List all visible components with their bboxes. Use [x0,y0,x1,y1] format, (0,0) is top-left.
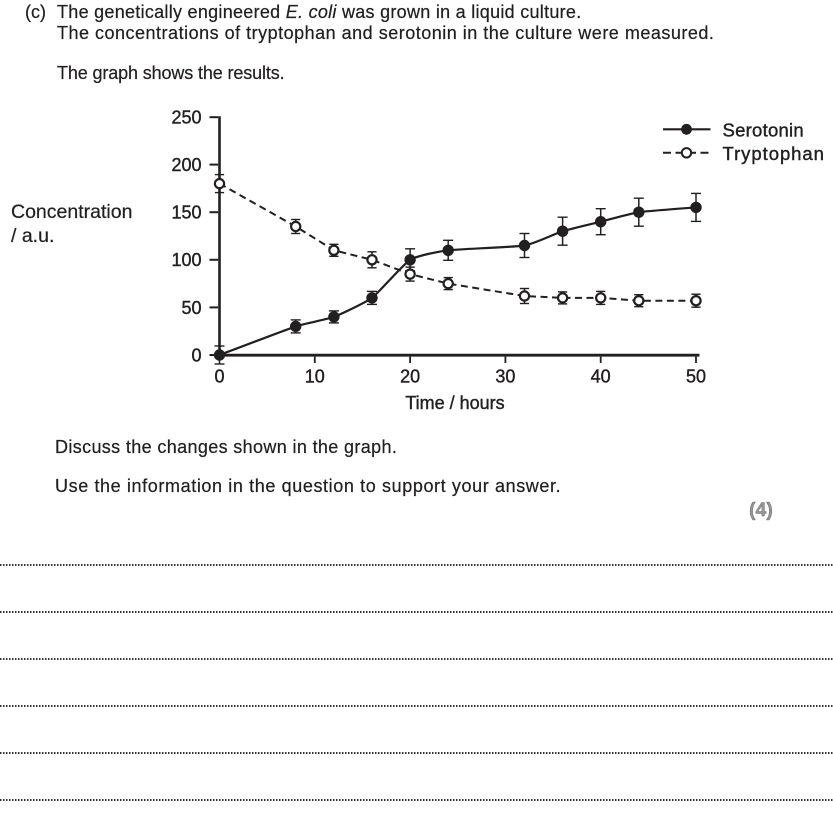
svg-text:Tryptophan: Tryptophan [723,143,825,164]
svg-text:0: 0 [191,345,201,365]
svg-text:50: 50 [686,367,706,387]
svg-text:30: 30 [495,367,515,387]
svg-text:20: 20 [400,367,420,387]
svg-text:Serotonin: Serotonin [723,119,804,140]
svg-text:10: 10 [305,367,325,387]
svg-text:Time / hours: Time / hours [405,393,504,413]
svg-text:0: 0 [214,367,224,387]
svg-text:150: 150 [171,203,201,223]
svg-text:40: 40 [591,367,611,387]
svg-text:100: 100 [171,250,201,270]
svg-text:250: 250 [171,108,201,128]
svg-text:200: 200 [171,155,201,175]
svg-text:50: 50 [181,298,201,318]
